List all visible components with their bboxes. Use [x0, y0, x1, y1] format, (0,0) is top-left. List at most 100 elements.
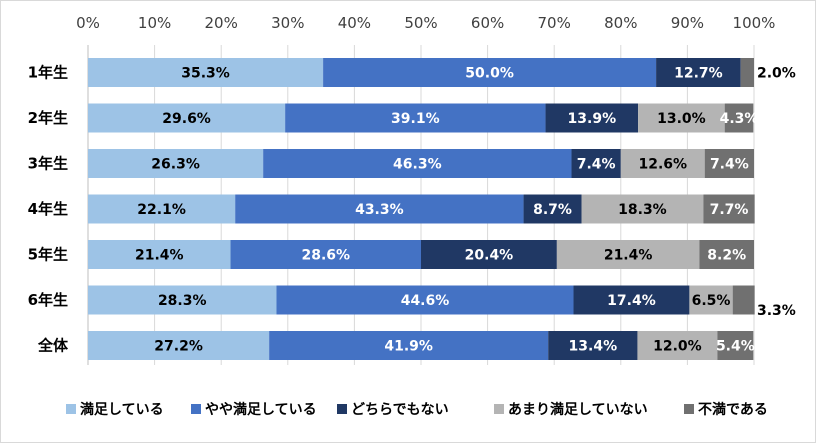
x-tick-label: 30% — [271, 14, 304, 32]
data-label: 8.2% — [707, 248, 746, 264]
bar-segment — [556, 240, 700, 269]
bar-segment — [717, 331, 754, 360]
data-label: 13.0% — [657, 111, 706, 127]
legend-swatch — [494, 404, 504, 414]
data-label: 41.9% — [384, 339, 433, 355]
legend-swatch — [66, 404, 76, 414]
bar-segment — [638, 103, 725, 133]
category-label: 2年生 — [28, 109, 68, 127]
bar-segment — [285, 103, 546, 133]
bar-segment — [704, 149, 754, 178]
bar-segment — [545, 103, 639, 133]
bar-segment — [88, 240, 231, 269]
legend-label: あまり満足していない — [508, 401, 648, 418]
data-label: 28.6% — [301, 248, 350, 264]
legend-label: 不満である — [698, 401, 768, 418]
bar-segment — [699, 240, 754, 269]
legend-swatch — [684, 404, 694, 414]
bar-segment — [323, 58, 657, 87]
x-tick-label: 100% — [733, 14, 776, 32]
bar-segment — [620, 149, 705, 178]
data-label: 5.4% — [716, 339, 755, 355]
bar-segment — [573, 285, 690, 315]
x-tick-label: 60% — [471, 14, 504, 32]
data-label: 13.9% — [568, 111, 617, 127]
legend-item: あまり満足していない — [494, 401, 648, 418]
bar-segment — [88, 58, 324, 87]
category-label: 6年生 — [28, 291, 68, 309]
data-label: 12.6% — [638, 157, 687, 173]
bar-segment — [88, 103, 286, 133]
bar-segment — [732, 285, 755, 315]
data-label: 28.3% — [158, 293, 207, 309]
bar-segment — [581, 194, 704, 224]
x-tick-label: 80% — [604, 14, 637, 32]
data-label: 44.6% — [401, 293, 450, 309]
x-tick-label: 20% — [205, 14, 238, 32]
data-label: 50.0% — [465, 66, 514, 82]
bar-segment — [689, 285, 733, 315]
category-label: 全体 — [37, 337, 69, 355]
legend-label: 満足している — [80, 401, 164, 418]
bar-segment — [88, 194, 236, 224]
bar-segment — [88, 285, 277, 315]
bar-segment — [548, 331, 638, 360]
data-label: 21.4% — [135, 248, 184, 264]
data-label: 18.3% — [618, 202, 667, 218]
data-label: 17.4% — [607, 293, 656, 309]
data-label: 3.3% — [757, 303, 796, 319]
legend-item: どちらでもない — [337, 402, 449, 418]
legend-item: 不満である — [684, 401, 768, 418]
category-label: 3年生 — [28, 155, 68, 173]
data-label: 12.0% — [653, 339, 702, 355]
data-label: 7.4% — [710, 157, 749, 173]
bar-segment — [571, 149, 621, 178]
x-tick-label: 40% — [338, 14, 371, 32]
x-tick-label: 70% — [538, 14, 571, 32]
bar-segment — [269, 331, 549, 360]
data-label: 13.4% — [569, 339, 618, 355]
data-label: 26.3% — [151, 157, 200, 173]
bar-segment — [88, 331, 270, 360]
x-tick-label: 0% — [76, 14, 100, 32]
x-tick-label: 90% — [671, 14, 704, 32]
data-label: 29.6% — [162, 111, 211, 127]
data-label: 39.1% — [391, 111, 440, 127]
data-label: 8.7% — [533, 202, 572, 218]
x-tick-label: 10% — [138, 14, 171, 32]
bar-segment — [740, 58, 754, 87]
data-label: 43.3% — [355, 202, 404, 218]
category-label: 5年生 — [28, 246, 68, 264]
bar-segment — [276, 285, 574, 315]
bar-segment — [88, 149, 264, 178]
category-label: 4年生 — [28, 200, 68, 218]
bar-segment — [703, 194, 755, 224]
data-label: 35.3% — [181, 66, 230, 82]
data-label: 22.1% — [137, 202, 186, 218]
bar-segment — [263, 149, 572, 178]
legend-swatch — [191, 404, 201, 414]
x-tick-label: 50% — [404, 14, 437, 32]
legend-label: どちらでもない — [351, 402, 449, 418]
bar-segment — [656, 58, 741, 87]
bar-segment — [230, 240, 421, 269]
bar-segment — [523, 194, 582, 224]
bar-segment — [637, 331, 718, 360]
data-label: 46.3% — [393, 157, 442, 173]
data-label: 20.4% — [465, 248, 514, 264]
legend-swatch — [337, 404, 347, 414]
data-label: 7.7% — [710, 202, 749, 218]
data-label: 7.4% — [577, 157, 616, 173]
data-label: 21.4% — [604, 248, 653, 264]
data-label: 4.3% — [720, 111, 759, 127]
bar-segment — [235, 194, 524, 224]
data-label: 6.5% — [692, 293, 731, 309]
bar-segment — [421, 240, 557, 269]
category-label: 1年生 — [28, 64, 68, 82]
data-label: 12.7% — [674, 66, 723, 82]
legend-item: 満足している — [66, 401, 164, 418]
legend-label: やや満足している — [205, 401, 317, 418]
legend-item: やや満足している — [191, 401, 317, 418]
bar-segment — [724, 103, 754, 133]
